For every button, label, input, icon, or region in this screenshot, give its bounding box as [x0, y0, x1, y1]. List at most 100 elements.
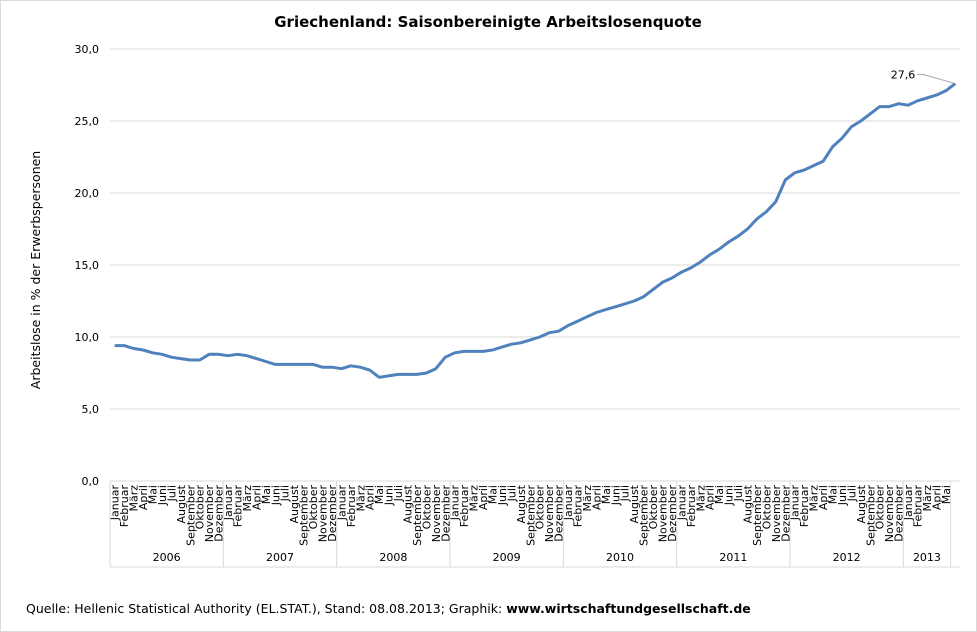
x-tick-label-month: Februar — [912, 485, 925, 528]
x-tick-label-month: Februar — [798, 485, 811, 528]
x-tick-label-month: Januar — [789, 485, 802, 522]
x-tick-label-month: August — [515, 484, 528, 523]
x-tick-label-month: Oktober — [647, 485, 660, 530]
x-tick-label-month: Juli — [392, 485, 405, 502]
x-tick-label-month: November — [657, 485, 670, 543]
x-tick-label-month: März — [694, 485, 707, 512]
x-tick-label-month: September — [638, 485, 651, 546]
x-tick-label-month: November — [770, 485, 783, 543]
x-tick-label-month: Dezember — [893, 485, 906, 542]
x-tick-label-year: 2006 — [153, 551, 181, 564]
x-tick-label-month: September — [864, 485, 877, 546]
chart-title: Griechenland: Saisonbereinigte Arbeitslo… — [274, 13, 702, 31]
x-tick-label-month: Mai — [487, 485, 500, 504]
x-tick-label-month: Juni — [496, 485, 509, 506]
x-tick-label-month: August — [855, 484, 868, 523]
x-tick-label-month: Dezember — [666, 485, 679, 542]
x-tick-label-month: Januar — [675, 485, 688, 522]
x-tick-label-month: März — [468, 485, 481, 512]
x-tick-label-month: November — [430, 485, 443, 543]
annotation-leader-line — [917, 74, 956, 85]
x-tick-label-month: August — [175, 484, 188, 523]
x-tick-label-month: Mai — [147, 485, 160, 504]
x-tick-label-month: September — [411, 485, 424, 546]
x-tick-label-month: Mai — [260, 485, 273, 504]
x-tick-label-month: September — [751, 485, 764, 546]
x-tick-label-month: August — [402, 484, 415, 523]
y-tick-label: 20,0 — [75, 187, 100, 200]
x-tick-label-month: April — [137, 485, 150, 510]
x-tick-label-month: November — [543, 485, 556, 543]
x-tick-label-month: Januar — [222, 485, 235, 522]
data-label-last: 27,6 — [891, 69, 916, 82]
x-tick-label-month: Mai — [600, 485, 613, 504]
x-tick-label-month: Januar — [449, 485, 462, 522]
x-tick-label-month: Juni — [609, 485, 622, 506]
x-tick-label-month: April — [590, 485, 603, 510]
x-tick-label-month: August — [288, 484, 301, 523]
x-tick-label-month: Juli — [619, 485, 632, 502]
x-tick-label-month: September — [524, 485, 537, 546]
x-tick-label-year: 2013 — [913, 551, 941, 564]
x-tick-label-month: April — [704, 485, 717, 510]
x-tick-label-month: Oktober — [874, 485, 887, 530]
x-tick-label-month: März — [808, 485, 821, 512]
x-tick-label-month: Februar — [685, 485, 698, 528]
x-tick-label-year: 2012 — [833, 551, 861, 564]
x-tick-label-month: Juni — [269, 485, 282, 506]
x-tick-label-month: Dezember — [553, 485, 566, 542]
x-tick-label-month: Januar — [109, 485, 122, 522]
source-link[interactable]: www.wirtschaftundgesellschaft.de — [506, 601, 751, 616]
x-tick-label-month: Januar — [335, 485, 348, 522]
x-tick-label-month: Februar — [458, 485, 471, 528]
y-tick-label: 30,0 — [75, 43, 100, 56]
x-tick-label-month: Juli — [165, 485, 178, 502]
x-tick-label-month: Juni — [723, 485, 736, 506]
x-tick-label-year: 2009 — [493, 551, 521, 564]
series-line — [114, 82, 957, 379]
x-tick-label-month: Mai — [713, 485, 726, 504]
x-tick-label-month: März — [128, 485, 141, 512]
x-tick-label-month: Oktober — [420, 485, 433, 530]
x-tick-label-month: März — [581, 485, 594, 512]
x-tick-label-month: Februar — [118, 485, 131, 528]
x-tick-label-month: September — [298, 485, 311, 546]
x-tick-label-year: 2007 — [266, 551, 294, 564]
x-tick-label-month: Oktober — [534, 485, 547, 530]
x-tick-label-month: April — [364, 485, 377, 510]
x-tick-label-month: Juni — [383, 485, 396, 506]
x-tick-label-month: Juli — [845, 485, 858, 502]
x-tick-label-month: April — [817, 485, 830, 510]
y-tick-label: 15,0 — [75, 259, 100, 272]
x-tick-label-month: Mai — [827, 485, 840, 504]
x-tick-label-month: Dezember — [326, 485, 339, 542]
x-tick-label-month: Juni — [836, 485, 849, 506]
x-tick-label-month: Oktober — [307, 485, 320, 530]
source-text: Quelle: Hellenic Statistical Authority (… — [26, 601, 507, 616]
x-tick-label-month: Juli — [279, 485, 292, 502]
x-tick-label-year: 2011 — [719, 551, 747, 564]
x-tick-label-month: Dezember — [439, 485, 452, 542]
x-tick-label-month: Oktober — [760, 485, 773, 530]
x-tick-label-month: April — [477, 485, 490, 510]
y-tick-label: 5,0 — [82, 403, 100, 416]
x-tick-label-month: Juli — [732, 485, 745, 502]
x-tick-label-month: April — [250, 485, 263, 510]
x-tick-label-month: November — [317, 485, 330, 543]
x-tick-label-month: August — [628, 484, 641, 523]
x-tick-label-month: November — [203, 485, 216, 543]
x-tick-label-month: Februar — [345, 485, 358, 528]
y-tick-label: 25,0 — [75, 115, 100, 128]
x-tick-label-month: Oktober — [194, 485, 207, 530]
x-tick-label-month: Januar — [902, 485, 915, 522]
x-tick-label-month: März — [354, 485, 367, 512]
source-note: Quelle: Hellenic Statistical Authority (… — [26, 601, 751, 616]
x-tick-label-month: Januar — [562, 485, 575, 522]
x-tick-label-month: März — [241, 485, 254, 512]
x-tick-label-month: Juli — [505, 485, 518, 502]
y-tick-label: 10,0 — [75, 331, 100, 344]
y-axis-label: Arbeitslose in % der Erwerbspersonen — [28, 151, 43, 389]
x-tick-label-month: Mai — [940, 485, 953, 504]
x-tick-label-month: Februar — [232, 485, 245, 528]
